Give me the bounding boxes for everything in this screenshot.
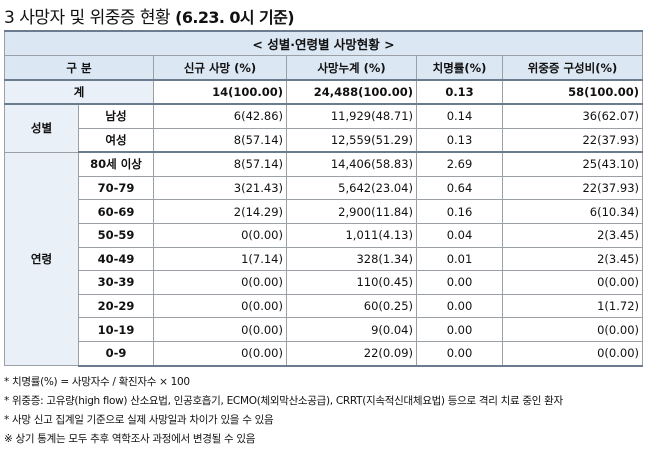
cell-cfr: 2.69	[416, 151, 503, 177]
cell-new-deaths: 3(21.43)	[153, 175, 287, 201]
cell-cfr: 0.14	[416, 103, 503, 129]
cell-cfr: 0.00	[416, 293, 503, 319]
table-row: 70-79 3(21.43) 5,642(23.04) 0.64 22(37.93)	[5, 175, 644, 201]
cell-cumulative: 1,011(4.13)	[286, 222, 417, 248]
cell-critical: 0(0.00)	[501, 317, 644, 342]
table-caption-row: < 성별·연령별 사망현황 >	[3, 30, 644, 56]
section-title-text: 3 사망자 및 위중증 현황	[4, 8, 171, 28]
cell-critical: 2(3.45)	[501, 222, 644, 248]
table-row: 30-39 0(0.00) 110(0.45) 0.00 0(0.00)	[5, 270, 644, 295]
cell-cumulative: 60(0.25)	[286, 293, 417, 319]
header-category: 구 분	[4, 55, 154, 81]
total-cfr: 0.13	[416, 79, 503, 105]
cell-cfr: 0.64	[416, 175, 503, 201]
cell-cumulative: 328(1.34)	[286, 246, 417, 272]
footnotes: * 치명률(%) = 사망자수 / 확진자수 × 100 * 위중증: 고유량(…	[4, 373, 563, 449]
section-title-date: (6.23. 0시 기준)	[175, 8, 294, 27]
cell-cumulative: 22(0.09)	[286, 340, 417, 367]
header-critical: 위중증 구성비(%)	[501, 55, 644, 81]
cell-critical: 1(1.72)	[501, 293, 644, 319]
footnote: ※ 상기 통계는 모두 추후 역학조사 과정에서 변경될 수 있음	[4, 433, 256, 445]
cell-critical: 22(37.93)	[501, 127, 644, 154]
cell-critical: 0(0.00)	[501, 340, 644, 367]
cell-new-deaths: 2(14.29)	[153, 199, 287, 224]
table-row: 성별 남성 6(42.86) 11,929(48.71) 0.14 36(62.07)	[4, 103, 644, 153]
cell-critical: 22(37.93)	[501, 175, 644, 201]
cell-critical: 2(3.45)	[501, 246, 644, 272]
cell-cfr: 0.00	[416, 270, 503, 295]
cell-critical: 36(62.07)	[501, 103, 644, 129]
cell-cfr: 0.13	[416, 127, 503, 154]
total-critical: 58(100.00)	[501, 79, 644, 105]
row-group-label: 20-29	[78, 293, 154, 319]
row-group-label: 50-59	[78, 222, 154, 248]
row-group-label: 60-69	[78, 199, 154, 224]
footnote: * 사망 신고 집계일 기준으로 실제 사망일과 차이가 있을 수 있음	[4, 414, 274, 426]
deaths-table: < 성별·연령별 사망현황 > 구 분 신규 사망 (%) 사망누계 (%) 치…	[3, 30, 644, 367]
footnote: * 위중증: 고유량(high flow) 산소요법, 인공호흡기, ECMO(…	[4, 395, 563, 407]
cell-cumulative: 11,929(48.71)	[286, 103, 417, 129]
header-new-deaths: 신규 사망 (%)	[153, 55, 287, 81]
table-row: 여성 8(57.14) 12,559(51.29) 0.13 22(37.93)	[5, 127, 644, 154]
cell-new-deaths: 0(0.00)	[153, 317, 287, 342]
table-row: 10-19 0(0.00) 9(0.04) 0.00 0(0.00)	[5, 317, 644, 342]
cell-cumulative: 110(0.45)	[286, 270, 417, 295]
row-group-label: 10-19	[78, 317, 154, 342]
cell-cfr: 0.16	[416, 199, 503, 224]
cell-cumulative: 12,559(51.29)	[286, 127, 417, 154]
row-group-label: 70-79	[78, 175, 154, 201]
total-cumulative: 24,488(100.00)	[286, 79, 417, 105]
cell-new-deaths: 8(57.14)	[153, 151, 287, 177]
cell-new-deaths: 6(42.86)	[153, 103, 287, 129]
cell-new-deaths: 8(57.14)	[153, 127, 287, 154]
table-row: 20-29 0(0.00) 60(0.25) 0.00 1(1.72)	[5, 293, 644, 319]
cell-new-deaths: 0(0.00)	[153, 270, 287, 295]
cell-cfr: 0.00	[416, 317, 503, 342]
table-row: 연령 80세 이상 8(57.14) 14,406(58.83) 2.69 25(43.1…	[4, 151, 644, 367]
age-category-label: 연령	[4, 151, 79, 367]
sex-category-label: 성별	[4, 103, 79, 153]
row-group-label: 30-39	[78, 270, 154, 295]
cell-cfr: 0.04	[416, 222, 503, 248]
table-header-row: 구 분 신규 사망 (%) 사망누계 (%) 치명률(%) 위중증 구성비(%)	[4, 55, 644, 81]
row-group-label: 40-49	[78, 246, 154, 272]
row-group-label: 0-9	[78, 340, 154, 367]
cell-new-deaths: 1(7.14)	[153, 246, 287, 272]
cell-critical: 6(10.34)	[501, 199, 644, 224]
cell-critical: 25(43.10)	[501, 151, 644, 177]
cell-critical: 0(0.00)	[501, 270, 644, 295]
cell-new-deaths: 0(0.00)	[153, 222, 287, 248]
total-label: 계	[4, 79, 154, 105]
total-new-deaths: 14(100.00)	[153, 79, 287, 105]
table-row: 40-49 1(7.14) 328(1.34) 0.01 2(3.45)	[5, 246, 644, 272]
cell-new-deaths: 0(0.00)	[153, 293, 287, 319]
row-group-label: 여성	[78, 127, 154, 154]
header-cfr: 치명률(%)	[416, 55, 503, 81]
cell-new-deaths: 0(0.00)	[153, 340, 287, 367]
row-group-label: 남성	[78, 103, 154, 129]
row-group-label: 80세 이상	[78, 151, 154, 177]
cell-cfr: 0.00	[416, 340, 503, 367]
header-cumulative: 사망누계 (%)	[286, 55, 417, 81]
table-caption: < 성별·연령별 사망현황 >	[3, 30, 644, 56]
total-row: 계 14(100.00) 24,488(100.00) 0.13 58(100.…	[4, 79, 644, 105]
cell-cumulative: 14,406(58.83)	[286, 151, 417, 177]
table-row: 50-59 0(0.00) 1,011(4.13) 0.04 2(3.45)	[5, 222, 644, 248]
footnote: * 치명률(%) = 사망자수 / 확진자수 × 100	[4, 376, 190, 388]
cell-cumulative: 2,900(11.84)	[286, 199, 417, 224]
cell-cfr: 0.01	[416, 246, 503, 272]
cell-cumulative: 9(0.04)	[286, 317, 417, 342]
cell-cumulative: 5,642(23.04)	[286, 175, 417, 201]
section-title: 3 사망자 및 위중증 현황 (6.23. 0시 기준)	[4, 3, 295, 28]
table-row: 0-9 0(0.00) 22(0.09) 0.00 0(0.00)	[5, 340, 644, 367]
table-row: 60-69 2(14.29) 2,900(11.84) 0.16 6(10.34)	[5, 199, 644, 224]
